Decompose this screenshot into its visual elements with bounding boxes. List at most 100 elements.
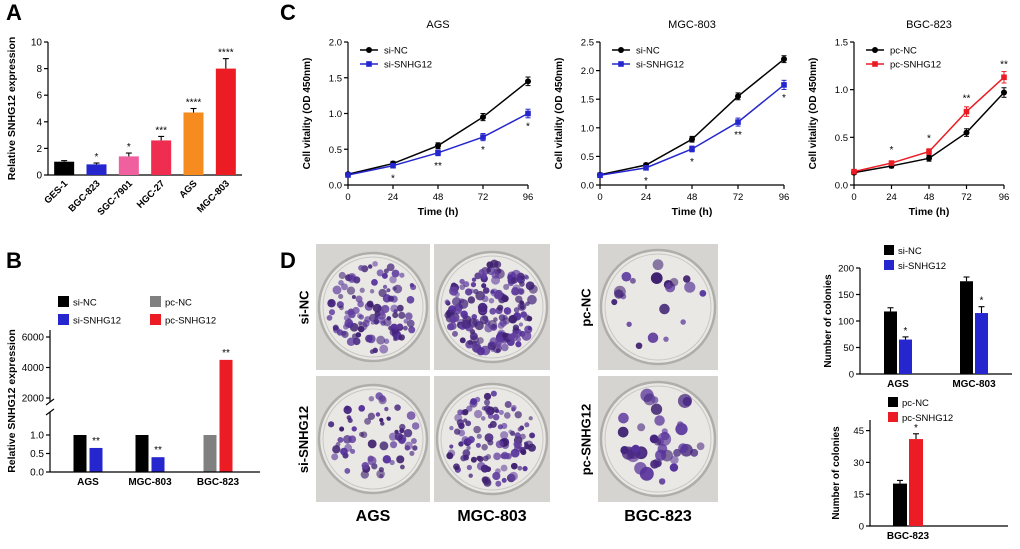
colony xyxy=(489,420,497,428)
colony xyxy=(328,421,335,428)
colony xyxy=(467,296,476,304)
significance: ** xyxy=(154,445,162,456)
colony xyxy=(383,268,389,274)
colony xyxy=(680,319,686,325)
bgc823-viability-line-chart: BGC-823 0.0 0.5 1.0 1.5 0 24 48 72 96 Time (h) Cell… xyxy=(808,19,1010,218)
legend-label: pc-NC xyxy=(902,398,929,409)
colony xyxy=(346,337,356,347)
y-tick-label: 6 xyxy=(36,91,42,102)
colony xyxy=(493,290,503,300)
y-axis-label: Cell vitality (OD 450nm) xyxy=(554,58,565,170)
marker xyxy=(851,168,857,175)
colony xyxy=(405,312,413,320)
y-tick-label: 0.5 xyxy=(329,145,342,156)
col-label-ags: AGS xyxy=(355,508,391,525)
dish-pc-snhg12-bgc823 xyxy=(598,376,718,502)
y-tick-label: 2.0 xyxy=(581,66,594,77)
colony xyxy=(367,264,373,269)
colony xyxy=(348,435,357,444)
colony xyxy=(359,287,365,293)
colony xyxy=(684,281,696,293)
category-label: AGS xyxy=(177,178,199,200)
colony xyxy=(652,259,664,271)
bar xyxy=(118,156,139,175)
panel-c-label: C xyxy=(280,0,296,25)
colony xyxy=(634,461,647,475)
y-tick-label: 6000 xyxy=(22,333,45,344)
colony xyxy=(373,318,380,325)
dish-inner-rim xyxy=(440,255,544,359)
colony xyxy=(522,466,528,472)
colony xyxy=(501,295,509,303)
significance: * xyxy=(526,122,530,133)
marker xyxy=(735,119,741,125)
colony xyxy=(383,338,390,344)
colony xyxy=(358,314,365,320)
dish-si-nc-ags xyxy=(316,244,430,370)
colony xyxy=(399,428,405,434)
colony xyxy=(471,277,477,282)
colony xyxy=(503,307,512,316)
bar xyxy=(151,457,165,472)
colony xyxy=(459,337,466,344)
colony xyxy=(400,464,405,470)
y-tick-label: 0.0 xyxy=(581,181,594,192)
bar xyxy=(89,447,103,472)
colony xyxy=(620,446,629,455)
colony xyxy=(658,478,666,485)
col-label-bgc823: BGC-823 xyxy=(624,508,692,525)
colony xyxy=(386,263,395,272)
colony xyxy=(621,271,632,282)
colony xyxy=(650,272,663,284)
significance: * xyxy=(927,134,931,145)
colony xyxy=(520,311,527,318)
x-tick-label: 24 xyxy=(641,192,652,203)
colony xyxy=(454,428,461,435)
significance: **** xyxy=(218,48,234,59)
colony xyxy=(510,462,518,470)
colony xyxy=(444,311,452,319)
category-label: HGC-27 xyxy=(135,178,167,210)
colony xyxy=(392,312,399,319)
significance: **** xyxy=(186,98,202,109)
colony xyxy=(372,261,378,267)
colony xyxy=(467,436,475,444)
y-tick-label: 1.5 xyxy=(835,38,848,49)
row-label-text: pc-NC xyxy=(578,287,594,327)
colony xyxy=(482,455,489,462)
colony xyxy=(617,426,629,438)
significance: * xyxy=(980,296,984,307)
colony xyxy=(331,453,339,461)
colony xyxy=(495,348,501,353)
colony xyxy=(514,432,521,439)
colony xyxy=(463,409,469,415)
marker xyxy=(435,150,441,156)
colony xyxy=(626,321,632,327)
colony xyxy=(452,330,458,337)
colony xyxy=(480,464,489,473)
bar xyxy=(203,435,217,472)
y-tick-label: 1.0 xyxy=(581,123,594,134)
colony xyxy=(336,329,344,336)
colony xyxy=(647,332,659,344)
y-tick-label: 0 xyxy=(859,522,864,533)
colony xyxy=(410,284,417,291)
colony xyxy=(449,315,458,323)
colony xyxy=(654,415,665,426)
colony xyxy=(466,464,473,471)
x-tick-label: 0 xyxy=(851,192,856,203)
colony xyxy=(500,464,508,472)
colony xyxy=(476,347,485,356)
colony xyxy=(528,284,538,294)
category-label: BGC-823 xyxy=(197,477,240,488)
colony xyxy=(389,459,395,466)
colony xyxy=(411,422,420,430)
x-tick-label: 96 xyxy=(999,192,1010,203)
bar xyxy=(909,439,923,526)
legend-label: pc-NC xyxy=(890,46,917,57)
y-tick-label: 30 xyxy=(853,458,864,469)
colony xyxy=(396,455,405,464)
colony xyxy=(348,275,356,284)
colony xyxy=(498,409,504,415)
